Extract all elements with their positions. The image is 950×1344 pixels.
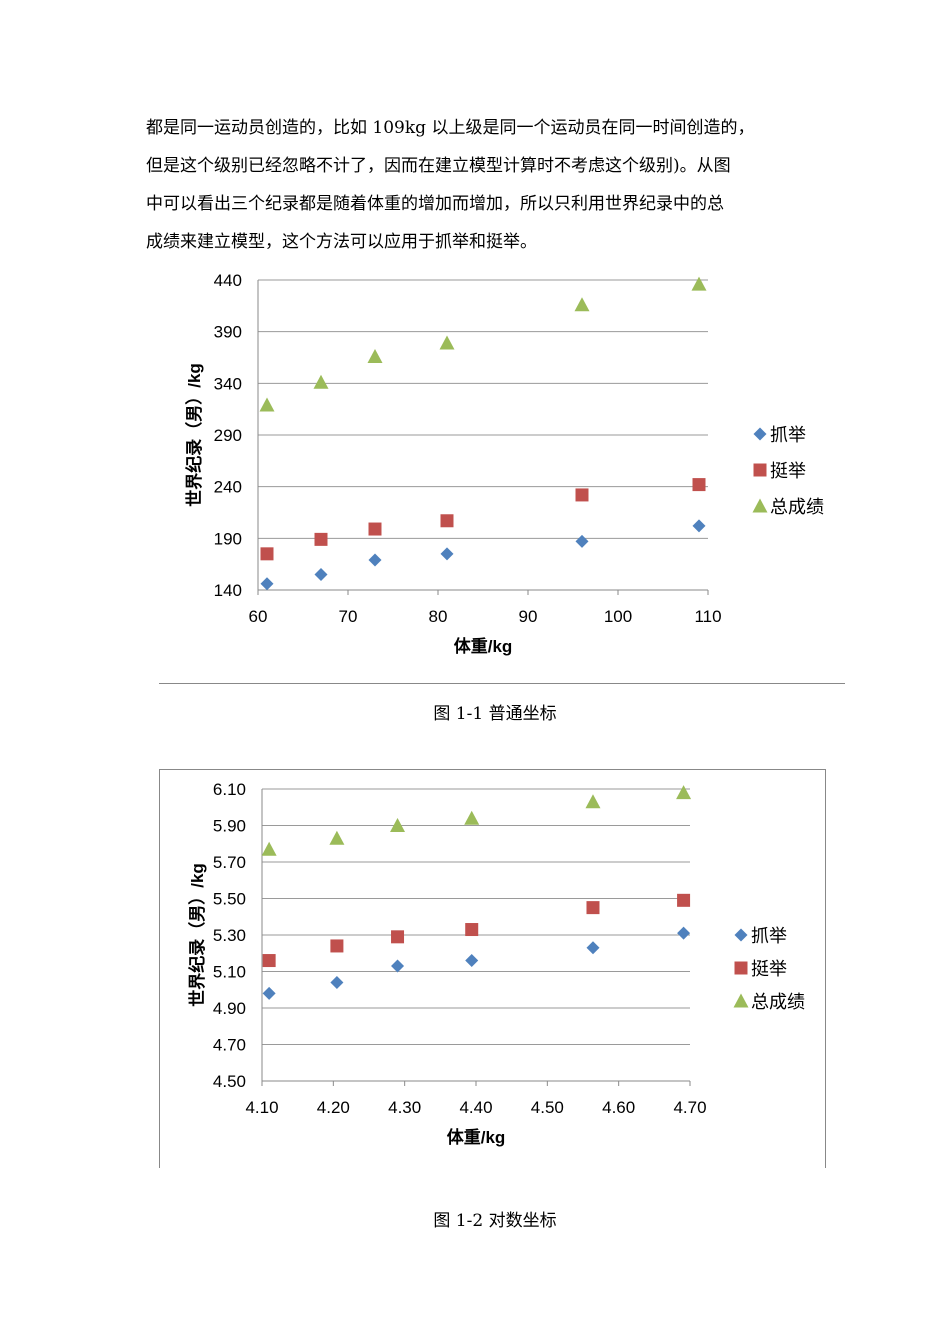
legend-marker [734,961,748,975]
y-tick-label: 5.10 [213,963,246,982]
data-point [692,478,706,492]
legend-label: 挺举 [770,461,806,481]
x-tick-label: 110 [694,607,721,626]
data-point [391,930,405,944]
data-point [574,297,590,312]
data-point [677,893,691,907]
x-tick-label: 4.20 [317,1098,350,1117]
x-tick-label: 4.10 [245,1098,278,1117]
data-point [313,374,329,389]
paragraph-line: 都是同一运动员创造的，比如 109kg 以上级是同一个运动员在同一时间创造的， [146,118,755,138]
data-point [262,954,276,968]
data-point [367,348,383,363]
x-tick-label: 4.40 [459,1098,492,1117]
y-tick-label: 140 [214,581,242,600]
legend-marker [753,463,767,477]
data-point [575,488,589,502]
legend-label: 总成绩 [770,497,824,517]
data-point [260,547,274,561]
data-point [368,522,382,536]
y-tick-label: 4.50 [213,1072,246,1091]
legend-marker [734,928,748,942]
y-tick-label: 5.50 [213,890,246,909]
y-tick-label: 190 [214,529,242,548]
data-point [692,519,706,533]
data-point [314,532,328,546]
y-tick-label: 5.70 [213,853,246,872]
data-point [330,975,344,989]
data-point [465,923,479,937]
data-point [575,534,589,548]
data-point [330,939,344,953]
y-tick-label: 440 [214,271,242,290]
x-tick-label: 70 [339,607,358,626]
x-tick-label: 4.70 [673,1098,706,1117]
y-tick-label: 5.90 [213,817,246,836]
data-point [677,926,691,940]
data-point [261,841,277,856]
y-tick-label: 390 [214,323,242,342]
legend-marker [752,498,768,513]
data-point [260,577,274,591]
data-point [439,335,455,350]
data-point [262,986,276,1000]
data-point [368,553,382,567]
x-tick-label: 80 [429,607,448,626]
y-tick-label: 240 [214,478,242,497]
legend-label: 抓举 [770,425,806,445]
data-point [586,901,600,915]
data-point [676,785,692,800]
paragraph-line: 成绩来建立模型，这个方法可以应用于抓举和挺举。 [146,232,537,252]
x-axis-title: 体重/kg [454,636,513,656]
y-tick-label: 5.30 [213,926,246,945]
y-tick-label: 340 [214,374,242,393]
data-point [440,547,454,561]
y-tick-label: 4.90 [213,999,246,1018]
x-tick-label: 60 [249,607,268,626]
paragraph-line: 中可以看出三个纪录都是随着体重的增加而增加，所以只利用世界纪录中的总 [146,194,724,214]
x-tick-label: 4.50 [531,1098,564,1117]
x-tick-label: 4.60 [602,1098,635,1117]
legend-marker [733,993,749,1008]
y-axis-title: 世界纪录（男）/kg [184,363,204,507]
x-tick-label: 90 [519,607,538,626]
data-point [464,810,480,825]
figure-caption-2: 图 1-2 对数坐标 [433,1211,557,1231]
figure-caption-1: 图 1-1 普通坐标 [433,704,557,724]
data-point [259,397,275,412]
y-tick-label: 4.70 [213,1036,246,1055]
data-point [390,818,406,832]
data-point [329,830,345,845]
x-tick-label: 100 [604,607,632,626]
data-point [586,941,600,955]
data-point [691,276,707,291]
figure-divider [159,683,845,684]
legend-marker [753,427,767,441]
y-tick-label: 6.10 [213,780,246,799]
data-point [465,954,479,968]
legend-label: 挺举 [751,959,787,979]
body-paragraph: 都是同一运动员创造的，比如 109kg 以上级是同一个运动员在同一时间创造的， … [146,109,826,261]
data-point [585,794,601,809]
y-axis-title: 世界纪录（男）/kg [187,863,207,1007]
data-point [314,568,328,581]
data-point [391,959,405,973]
figure-frame [159,769,826,1168]
data-point [440,514,454,528]
paragraph-line: 但是这个级别已经忽略不计了，因而在建立模型计算时不考虑这个级别)。从图 [146,156,731,176]
x-tick-label: 4.30 [388,1098,421,1117]
legend-label: 总成绩 [751,992,805,1012]
x-axis-title: 体重/kg [447,1127,506,1147]
legend-label: 抓举 [751,926,787,946]
y-tick-label: 290 [214,426,242,445]
